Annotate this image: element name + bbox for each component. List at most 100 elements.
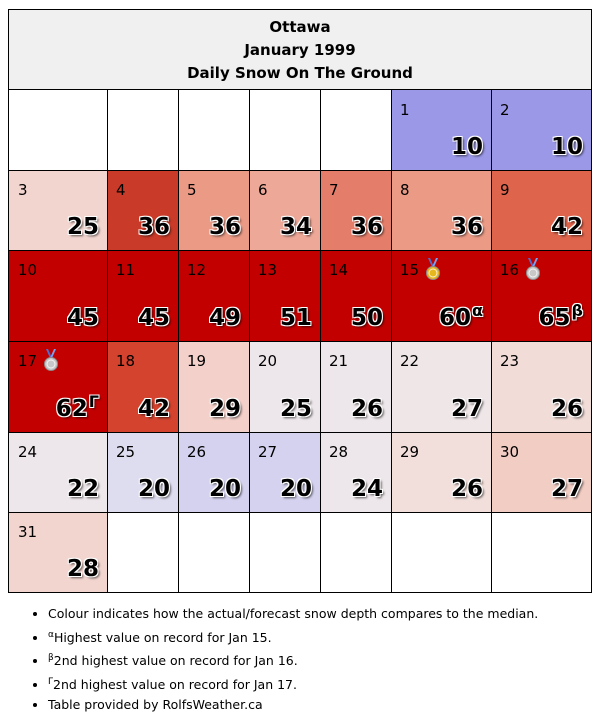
day-cell: 30 27 xyxy=(491,432,591,512)
day-cell: 31 28 xyxy=(9,512,107,592)
empty-cell xyxy=(9,90,107,170)
snow-depth-value: 50 xyxy=(350,305,383,331)
day-number: 7 xyxy=(329,181,339,199)
day-cell: 6 34 xyxy=(249,170,320,250)
day-cell: 1 10 xyxy=(391,90,491,170)
day-number: 8 xyxy=(400,181,410,199)
month-title: January 1999 xyxy=(244,41,356,59)
day-cell: 20 25 xyxy=(249,341,320,432)
day-cell: 17 62Γ xyxy=(9,341,107,432)
snow-depth-value: 25 xyxy=(66,214,99,240)
snow-depth-value: 20 xyxy=(137,476,170,502)
calendar-grid: 1 10 2 10 3 25 4 36 5 36 6 34 7 36 8 36 9 42 10 45 11 45 12 49 1… xyxy=(9,90,591,592)
empty-cell xyxy=(491,512,591,592)
snow-depth-value: 10 xyxy=(550,134,583,160)
footnote-list: Colour indicates how the actual/forecast… xyxy=(8,604,592,716)
day-cell: 7 36 xyxy=(320,170,391,250)
snow-depth-value: 51 xyxy=(279,305,312,331)
day-cell: 9 42 xyxy=(491,170,591,250)
day-cell: 18 42 xyxy=(107,341,178,432)
day-number: 16 xyxy=(500,261,520,279)
snow-depth-value: 29 xyxy=(208,396,241,422)
empty-cell xyxy=(320,90,391,170)
day-number: 11 xyxy=(116,261,136,279)
day-number: 22 xyxy=(400,352,420,370)
snow-depth-value: 26 xyxy=(450,476,483,502)
footnote-marker: β xyxy=(48,653,54,664)
day-cell: 11 45 xyxy=(107,250,178,341)
footnote-text: Table provided by RolfsWeather.ca xyxy=(48,697,263,713)
snow-depth-value: 65β xyxy=(538,301,583,331)
empty-cell xyxy=(249,90,320,170)
empty-cell xyxy=(249,512,320,592)
day-number: 10 xyxy=(18,261,38,279)
snow-depth-value: 42 xyxy=(550,214,583,240)
day-number: 19 xyxy=(187,352,207,370)
snow-depth-value: 36 xyxy=(350,214,383,240)
empty-cell xyxy=(107,90,178,170)
day-cell: 19 29 xyxy=(178,341,249,432)
silver-medal-icon xyxy=(525,258,541,280)
day-cell: 13 51 xyxy=(249,250,320,341)
chart-title: Daily Snow On The Ground xyxy=(187,64,413,82)
silver-medal-icon xyxy=(43,349,59,371)
footnote-marker: α xyxy=(48,629,54,640)
footnote-item: αHighest value on record for Jan 15. xyxy=(48,625,592,649)
footnote-text: 2nd highest value on record for Jan 17. xyxy=(53,676,297,692)
snow-depth-value: 27 xyxy=(550,476,583,502)
gold-medal-icon xyxy=(425,258,441,280)
snow-depth-value: 36 xyxy=(450,214,483,240)
day-cell: 16 65β xyxy=(491,250,591,341)
snow-depth-value: 26 xyxy=(350,396,383,422)
record-marker: β xyxy=(571,301,583,320)
day-cell: 15 60α xyxy=(391,250,491,341)
snow-depth-value: 10 xyxy=(450,134,483,160)
calendar-table: Ottawa January 1999 Daily Snow On The Gr… xyxy=(8,9,592,593)
snow-depth-value: 45 xyxy=(66,305,99,331)
snow-depth-value: 28 xyxy=(66,556,99,582)
footnote-text: Highest value on record for Jan 15. xyxy=(53,629,272,645)
snow-depth-value: 60α xyxy=(438,301,483,331)
day-number: 18 xyxy=(116,352,136,370)
day-cell: 5 36 xyxy=(178,170,249,250)
snow-depth-value: 22 xyxy=(66,476,99,502)
footnote-item: Colour indicates how the actual/forecast… xyxy=(48,604,592,625)
record-marker: α xyxy=(472,301,483,320)
footnote-text: 2nd highest value on record for Jan 16. xyxy=(53,653,298,669)
day-number: 5 xyxy=(187,181,197,199)
footnote-text: Colour indicates how the actual/forecast… xyxy=(48,606,539,621)
empty-cell xyxy=(178,90,249,170)
day-number: 28 xyxy=(329,443,349,461)
day-cell: 29 26 xyxy=(391,432,491,512)
footnote-item: Table provided by RolfsWeather.ca xyxy=(48,695,592,716)
day-number: 20 xyxy=(258,352,278,370)
calendar-header: Ottawa January 1999 Daily Snow On The Gr… xyxy=(9,10,591,90)
day-number: 15 xyxy=(400,261,420,279)
snow-depth-value: 20 xyxy=(208,476,241,502)
grid-line xyxy=(9,250,591,251)
snow-depth-value: 34 xyxy=(279,214,312,240)
day-number: 4 xyxy=(116,181,126,199)
day-number: 14 xyxy=(329,261,349,279)
day-number: 17 xyxy=(18,352,38,370)
day-number: 12 xyxy=(187,261,207,279)
empty-cell xyxy=(391,512,491,592)
day-cell: 23 26 xyxy=(491,341,591,432)
day-cell: 24 22 xyxy=(9,432,107,512)
day-cell: 26 20 xyxy=(178,432,249,512)
day-cell: 2 10 xyxy=(491,90,591,170)
day-number: 29 xyxy=(400,443,420,461)
grid-line xyxy=(9,512,591,513)
day-cell: 28 24 xyxy=(320,432,391,512)
snow-depth-value: 42 xyxy=(137,396,170,422)
snow-depth-value: 24 xyxy=(350,476,383,502)
day-number: 6 xyxy=(258,181,268,199)
footnote-marker: Γ xyxy=(48,676,54,687)
day-cell: 22 27 xyxy=(391,341,491,432)
day-number: 26 xyxy=(187,443,207,461)
day-number: 2 xyxy=(500,101,510,119)
day-number: 9 xyxy=(500,181,510,199)
grid-line xyxy=(9,170,591,171)
snow-depth-value: 27 xyxy=(450,396,483,422)
grid-line xyxy=(9,341,591,342)
